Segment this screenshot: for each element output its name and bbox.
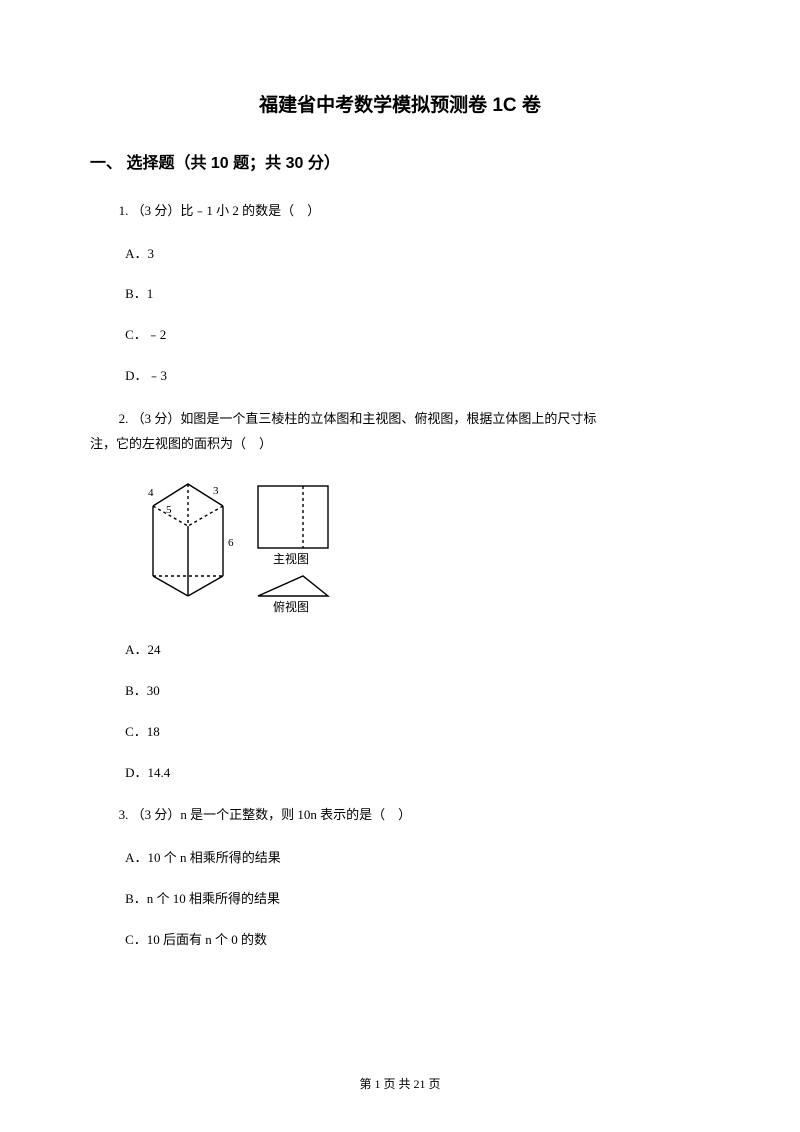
q2-option-c: C．18 bbox=[125, 722, 710, 743]
q2-stem-line1: 2. （3 分）如图是一个直三棱柱的立体图和主视图、俯视图，根据立体图上的尺寸标 bbox=[90, 407, 710, 432]
q3-option-a: A．10 个 n 相乘所得的结果 bbox=[125, 848, 710, 869]
q2-option-d: D．14.4 bbox=[125, 763, 710, 784]
page-footer: 第 1 页 共 21 页 bbox=[0, 1075, 800, 1092]
q1-option-a: A．3 bbox=[125, 244, 710, 265]
q2-option-b: B．30 bbox=[125, 681, 710, 702]
q1-stem: 1. （3 分）比﹣1 小 2 的数是（ ） bbox=[90, 199, 710, 224]
q2-stem-line2: 注，它的左视图的面积为（ ） bbox=[90, 432, 710, 457]
section-header: 一、 选择题（共 10 题；共 30 分） bbox=[90, 149, 710, 173]
prism-diagram-svg: 4 3 5 6 主视图 俯视图 bbox=[133, 476, 373, 616]
q3-option-b: B．n 个 10 相乘所得的结果 bbox=[125, 889, 710, 910]
q2-figure: 4 3 5 6 主视图 俯视图 bbox=[133, 476, 710, 616]
label-6: 6 bbox=[228, 537, 234, 549]
main-view-label: 主视图 bbox=[273, 551, 309, 566]
page-title: 福建省中考数学模拟预测卷 1C 卷 bbox=[90, 90, 710, 117]
q1-option-c: C．﹣2 bbox=[125, 325, 710, 346]
q2-option-a: A．24 bbox=[125, 640, 710, 661]
q1-option-b: B．1 bbox=[125, 284, 710, 305]
label-3: 3 bbox=[213, 485, 219, 497]
q3-option-c: C．10 后面有 n 个 0 的数 bbox=[125, 930, 710, 951]
label-5: 5 bbox=[166, 504, 172, 516]
q1-option-d: D．﹣3 bbox=[125, 366, 710, 387]
top-view-label: 俯视图 bbox=[273, 599, 309, 614]
label-4: 4 bbox=[148, 487, 154, 499]
q3-stem: 3. （3 分）n 是一个正整数，则 10n 表示的是（ ） bbox=[90, 803, 710, 828]
